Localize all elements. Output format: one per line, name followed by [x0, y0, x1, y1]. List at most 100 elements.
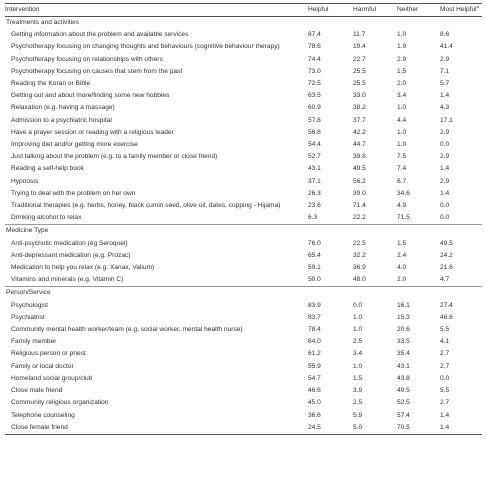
helpful-cell: 83.9 [308, 301, 321, 309]
intervention-cell: Anti-depressant medication (e.g. Prozac) [11, 251, 131, 259]
harmful-cell: 56.2 [353, 177, 366, 185]
intervention-cell: Admission to a psychiatric hospital [11, 116, 112, 124]
most-helpful-cell: 7.1 [440, 67, 450, 75]
table-row: Drinking alcohol to relax 6.3 22.2 71.5 0.0 [5, 212, 482, 225]
table-row: Homeland social group/club 54.7 1.5 43.8 0.0 [5, 373, 482, 385]
most-helpful-cell: 2.7 [440, 362, 450, 370]
harmful-cell: 39.0 [353, 189, 366, 197]
neither-cell: 35.4 [397, 350, 410, 358]
helpful-cell: 64.0 [308, 338, 321, 346]
helpful-cell: 60.9 [308, 104, 321, 112]
harmful-cell: 25.5 [353, 67, 366, 75]
intervention-cell: Community religious organization [11, 399, 109, 407]
neither-cell: 1.5 [397, 239, 407, 247]
harmful-cell: 11.7 [353, 31, 366, 39]
harmful-cell: 33.0 [353, 92, 366, 100]
most-helpful-cell: 2.9 [440, 177, 450, 185]
neither-cell: 1.0 [397, 31, 407, 39]
harmful-cell: 1.0 [353, 313, 363, 321]
harmful-cell: 22.5 [353, 239, 366, 247]
harmful-cell: 22.7 [353, 55, 366, 63]
neither-cell: 43.8 [397, 374, 410, 382]
helpful-cell: 36.6 [308, 411, 321, 419]
intervention-cell: Psychotherapy focusing on causes that st… [11, 67, 183, 75]
table-row: Community religious organization 45.0 2.5 5… [5, 397, 482, 409]
harmful-cell: 36.9 [353, 264, 366, 272]
intervention-cell: Relaxation (e.g. having a massage) [11, 104, 115, 112]
most-helpful-cell: 0.0 [440, 202, 450, 210]
header-footnote-marker: a [476, 3, 479, 9]
helpful-cell: 55.9 [308, 362, 321, 370]
section-title: Treatments and activities [6, 19, 80, 26]
table-row: Getting information about the problem an… [5, 29, 482, 41]
harmful-cell: 1.0 [353, 326, 363, 334]
harmful-cell: 1.0 [353, 362, 363, 370]
most-helpful-cell: 2.7 [440, 350, 450, 358]
table-row: Relaxation (e.g. having a massage) 60.9 38… [5, 102, 482, 114]
header-harmful: Harmful [353, 3, 397, 17]
helpful-cell: 45.0 [308, 399, 321, 407]
neither-cell: 7.5 [397, 153, 407, 161]
table-row: Hypnosis 37.1 56.2 6.7 2.9 [5, 176, 482, 188]
most-helpful-cell: 27.4 [440, 301, 453, 309]
neither-cell: 70.5 [397, 421, 440, 435]
harmful-cell: 19.4 [353, 43, 366, 51]
harmful-cell: 39.8 [353, 153, 366, 161]
intervention-cell: Drinking alcohol to relax [11, 214, 82, 222]
helpful-cell: 61.2 [308, 350, 321, 358]
section-header-row: Person/Service [5, 286, 482, 300]
harmful-cell: 3.9 [353, 387, 363, 395]
intervention-cell: Religious person or priest [11, 350, 86, 358]
most-helpful-cell: 2.9 [440, 55, 450, 63]
section-title: Medicine Type [5, 224, 482, 238]
most-helpful-cell: 24.2 [440, 251, 453, 259]
most-helpful-cell: 8.6 [440, 31, 450, 39]
neither-cell: 34.6 [397, 189, 410, 197]
neither-cell: 3.4 [397, 92, 407, 100]
helpful-cell: 52.7 [308, 153, 321, 161]
intervention-cell: Family member [11, 338, 57, 346]
neither-cell: 2.0 [397, 80, 407, 88]
table-row: Have a prayer session or reading with a … [5, 127, 482, 139]
neither-cell: 1.0 [397, 104, 407, 112]
table-row: Getting out and about more/finding some … [5, 90, 482, 102]
table-row: Reading a self-help book 43.1 49.5 7.4 1.4 [5, 163, 482, 175]
table-row: Admission to a psychiatric hospital 57.8 3… [5, 115, 482, 127]
neither-cell: 16.1 [397, 301, 410, 309]
helpful-cell: 76.0 [308, 239, 321, 247]
harmful-cell: 5.0 [353, 421, 397, 435]
helpful-cell: 54.7 [308, 374, 321, 382]
intervention-cell: Close female friend [5, 421, 308, 435]
neither-cell: 2.0 [397, 276, 407, 284]
neither-cell: 6.7 [397, 177, 407, 185]
helpful-cell: 57.8 [308, 116, 321, 124]
section-header-row: Treatments and activities [5, 17, 482, 30]
intervention-cell: Traditional therapies (e.g. herbs, honey… [11, 202, 281, 210]
most-helpful-cell: 4.1 [440, 338, 450, 346]
helpful-cell: 74.4 [308, 55, 321, 63]
harmful-cell: 2.5 [353, 399, 363, 407]
table-row: Close male friend 46.6 3.9 49.5 5.5 [5, 385, 482, 397]
table-container: Intervention Helpful Harmful Neither Mos… [5, 3, 482, 435]
table-row: Telephone counseling 36.6 5.9 57.4 1.4 [5, 410, 482, 422]
neither-cell: 2.9 [397, 55, 407, 63]
intervention-cell: Getting information about the problem an… [11, 31, 189, 39]
helpful-cell: 46.6 [308, 387, 321, 395]
harmful-cell: 0.0 [353, 301, 363, 309]
most-helpful-cell: 46.6 [440, 313, 453, 321]
header-intervention: Intervention [5, 3, 308, 17]
most-helpful-cell: 2.9 [440, 128, 450, 136]
most-helpful-cell: 0.0 [440, 141, 450, 149]
harmful-cell: 48.0 [353, 276, 366, 284]
intervention-cell: Just talking about the problem (e.g. to … [11, 153, 218, 161]
harmful-cell: 38.2 [353, 104, 366, 112]
intervention-cell: Have a prayer session or reading with a … [11, 128, 174, 136]
neither-cell: 1.5 [397, 67, 407, 75]
intervention-cell: Medication to help you relax (e.g. Xanax… [11, 264, 155, 272]
most-helpful-cell: 17.1 [440, 116, 453, 124]
intervention-cell: Homeland social group/club [11, 374, 93, 382]
most-helpful-cell: 4.3 [440, 104, 450, 112]
most-helpful-cell: 5.5 [440, 387, 450, 395]
intervention-cell: Telephone counseling [11, 411, 75, 419]
harmful-cell: 5.9 [353, 411, 363, 419]
